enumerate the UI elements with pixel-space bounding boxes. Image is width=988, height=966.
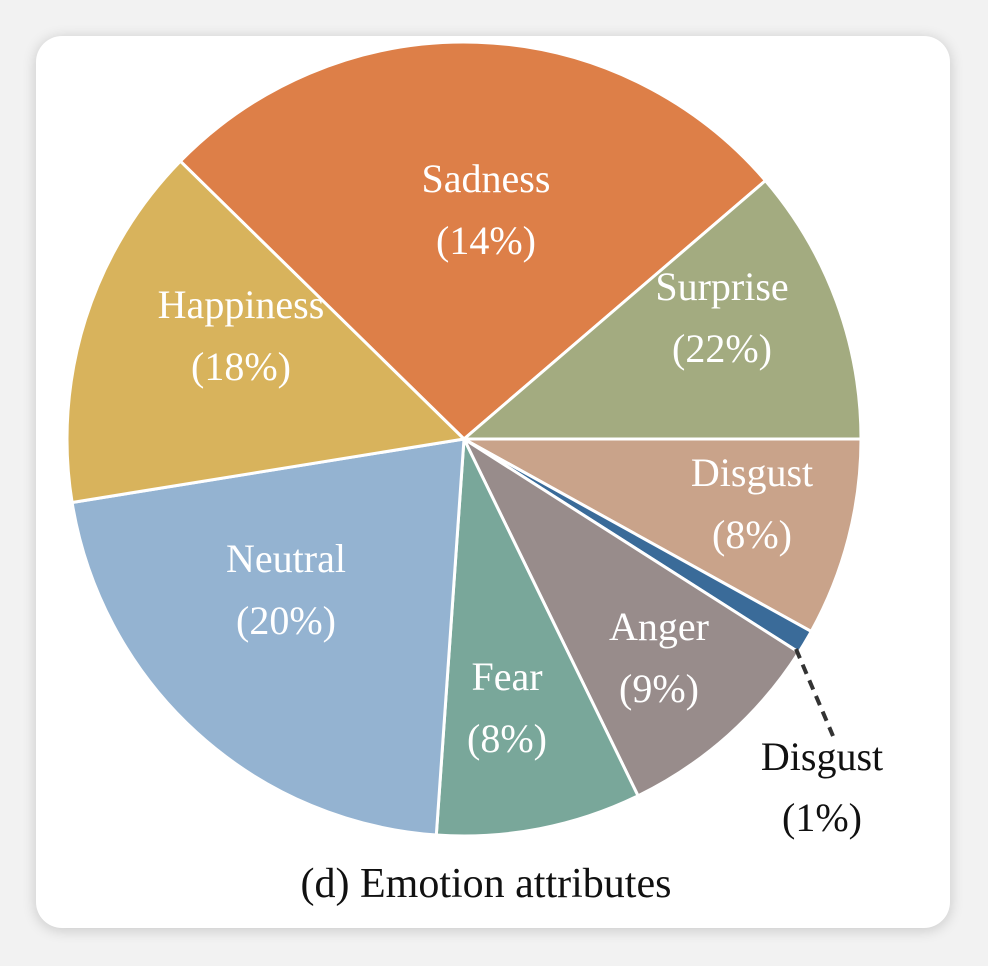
chart-title: (d) Emotion attributes xyxy=(301,861,672,907)
slice-value-disgust-2: (8%) xyxy=(712,512,792,557)
pie-labels: Sadness (14%) Surprise (22%) Disgust (8%) Ange… xyxy=(158,156,813,761)
pie-slice-surprise-1 xyxy=(462,179,863,441)
slice-value-surprise-1: (22%) xyxy=(672,326,772,371)
pie-slice-anger-4 xyxy=(462,437,801,798)
slice-value-anger-4: (9%) xyxy=(619,666,699,711)
slice-label-surprise-1: Surprise xyxy=(655,264,788,309)
slice-value-fear-5: (8%) xyxy=(467,716,547,761)
slice-label-anger-4: Anger xyxy=(609,604,709,649)
slice-label-happiness-7: Happiness xyxy=(158,282,325,327)
pie-slice-disgust-2 xyxy=(462,437,863,633)
slice-label-sadness-0: Sadness xyxy=(422,156,551,201)
pie-slices xyxy=(65,40,863,838)
slice-label-neutral-6: Neutral xyxy=(226,536,346,581)
slice-value-happiness-7: (18%) xyxy=(191,344,291,389)
slice-label-fear-5: Fear xyxy=(471,654,542,699)
pie-slice-neutral-6 xyxy=(70,437,466,837)
slice-value-neutral-6: (20%) xyxy=(236,598,336,643)
callout-value-disgust: (1%) xyxy=(782,795,862,840)
callout-label-disgust: Disgust xyxy=(761,734,883,779)
pie-slice-fear-5 xyxy=(434,437,640,838)
pie-slice-sadness-0 xyxy=(178,40,767,441)
slice-value-sadness-0: (14%) xyxy=(436,218,536,263)
callout-leader-line xyxy=(794,648,835,737)
callout: Disgust (1%) xyxy=(761,648,883,840)
slice-label-disgust-2: Disgust xyxy=(691,450,813,495)
pie-slice-happiness-7 xyxy=(65,159,466,504)
